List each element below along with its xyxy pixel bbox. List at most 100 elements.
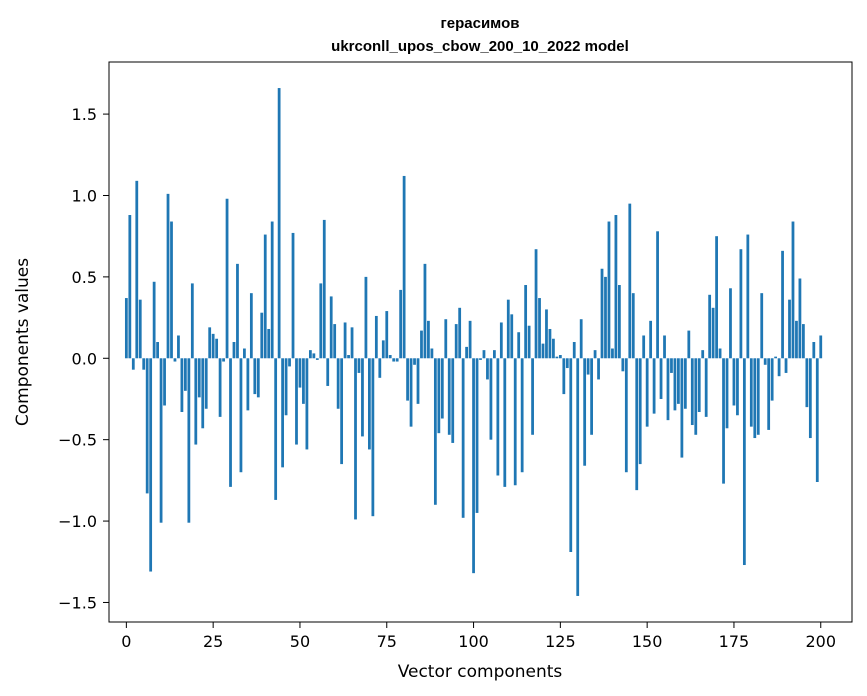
bar (642, 335, 646, 359)
bar (677, 358, 680, 404)
bar (395, 358, 399, 362)
bar (659, 358, 663, 399)
bar (663, 335, 666, 359)
bar (742, 358, 746, 566)
bar (527, 325, 531, 359)
y-tick-label: −1.0 (58, 512, 97, 531)
bar (593, 350, 597, 359)
bar (124, 298, 128, 359)
x-tick-label: 125 (545, 632, 576, 651)
bar (197, 358, 201, 398)
bar (482, 350, 486, 359)
bar (493, 350, 496, 359)
bar (649, 320, 653, 359)
bar (173, 358, 177, 362)
bar (708, 294, 712, 359)
bar (413, 358, 416, 365)
bar (190, 283, 194, 359)
bar (315, 358, 319, 360)
bar (302, 358, 305, 404)
bar (381, 340, 385, 359)
y-tick-label: 1.5 (72, 105, 97, 124)
bar (791, 221, 795, 359)
bar (711, 307, 715, 359)
bar (489, 358, 493, 440)
bar (569, 358, 573, 552)
bar (263, 234, 267, 359)
bar (406, 358, 409, 401)
y-tick-label: 1.0 (72, 186, 97, 205)
bar (586, 358, 590, 375)
bar (517, 332, 521, 359)
bar (638, 358, 642, 465)
bar (798, 278, 802, 359)
bar (333, 324, 337, 359)
bar (433, 358, 437, 505)
bar (256, 358, 260, 398)
bar (288, 358, 291, 367)
bar (774, 356, 778, 359)
bar (458, 307, 462, 359)
bar (350, 327, 354, 359)
bar (159, 358, 163, 523)
bar (628, 203, 632, 359)
x-tick-label: 75 (377, 632, 397, 651)
bar (534, 249, 538, 359)
bar (336, 358, 340, 409)
bar (656, 231, 659, 359)
bar (243, 348, 246, 359)
y-tick-label: −0.5 (58, 431, 97, 450)
bar (579, 319, 583, 359)
y-tick-label: 0.0 (72, 349, 97, 368)
bar (472, 358, 475, 574)
bar (374, 315, 378, 359)
bar (222, 358, 225, 362)
bar (326, 358, 330, 386)
bar (145, 358, 149, 494)
bar (239, 358, 243, 473)
bar (802, 324, 805, 359)
x-tick-label: 200 (805, 632, 836, 651)
bar (729, 288, 732, 359)
bar (163, 358, 166, 406)
bar (788, 299, 791, 359)
bar (170, 221, 173, 359)
bar (770, 358, 774, 401)
y-tick-label: −1.5 (58, 593, 97, 612)
bar (739, 249, 743, 359)
bar (590, 358, 593, 435)
plot-frame (108, 61, 853, 623)
bar (725, 358, 729, 429)
bar (183, 358, 187, 391)
bar (187, 358, 191, 523)
bar (392, 358, 396, 362)
bar (409, 358, 413, 427)
bar (520, 358, 524, 473)
bar (538, 298, 541, 359)
bar (437, 358, 441, 434)
chart-title-line2: ukrconll_upos_cbow_200_10_2022 model (331, 38, 629, 55)
bar (815, 358, 819, 482)
bar (510, 314, 514, 359)
bar (558, 355, 562, 359)
bar (704, 358, 708, 417)
bar (732, 358, 736, 406)
bar (364, 276, 368, 359)
bar (322, 219, 326, 359)
bar (131, 358, 135, 370)
bar (246, 358, 250, 411)
bar (447, 358, 451, 435)
bar (475, 358, 479, 513)
bar (142, 358, 146, 370)
x-tick-label: 25 (203, 632, 223, 651)
y-axis-label: Components values (13, 258, 33, 426)
bar (218, 358, 222, 417)
bar (604, 276, 607, 359)
bar (274, 358, 278, 500)
x-tick-label: 100 (458, 632, 489, 651)
bar (496, 358, 500, 476)
bar (385, 311, 389, 359)
bar (291, 232, 295, 359)
bar (423, 263, 427, 359)
bar (784, 358, 788, 373)
